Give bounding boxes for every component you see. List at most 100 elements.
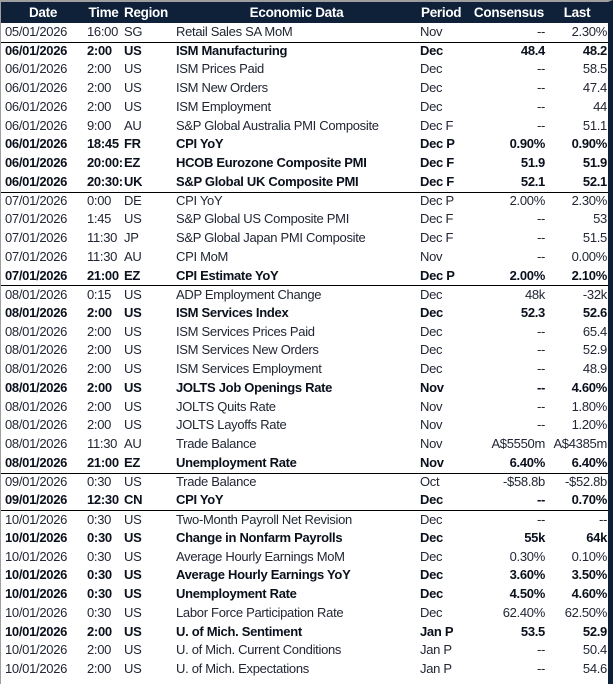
cell-period: Dec bbox=[420, 342, 443, 358]
cell-region: US bbox=[124, 98, 142, 114]
cell-time: 18:45 bbox=[87, 136, 119, 152]
cell-period: Jan P bbox=[420, 660, 452, 676]
cell-date: 09/01/2026 bbox=[5, 492, 68, 508]
table-row[interactable]: 10/01/2026 0:30 US Average Hourly Earnin… bbox=[1, 566, 608, 586]
table-row[interactable]: 06/01/2026 2:00 US ISM Manufacturing Dec… bbox=[1, 41, 608, 61]
table-row[interactable]: 06/01/2026 2:00 US ISM New Orders Dec --… bbox=[1, 79, 608, 98]
cell-consensus: 6.40% bbox=[509, 454, 546, 470]
table-row[interactable]: 08/01/2026 2:00 US ISM Services Prices P… bbox=[1, 322, 608, 342]
table-row[interactable]: 06/01/2026 2:00 US ISM Prices Paid Dec -… bbox=[1, 60, 608, 80]
cell-region: EZ bbox=[124, 155, 141, 171]
table-row[interactable]: 07/01/2026 1:45 US S&P Global US Composi… bbox=[1, 210, 608, 230]
table-row[interactable]: 06/01/2026 18:45 FR CPI YoY Dec P 0.90% … bbox=[1, 135, 608, 155]
cell-last: -32k bbox=[582, 286, 607, 302]
table-row[interactable]: 10/01/2026 2:00 US U. of Mich. Current C… bbox=[1, 641, 608, 660]
cell-time: 2:00 bbox=[87, 43, 112, 59]
cell-last: 52.6 bbox=[582, 305, 607, 321]
table-row[interactable]: 06/01/2026 9:00 AU S&P Global Australia … bbox=[1, 116, 608, 136]
cell-date: 08/01/2026 bbox=[5, 379, 68, 395]
table-row[interactable]: 08/01/2026 2:00 US ISM Services Index De… bbox=[1, 304, 608, 323]
table-row[interactable]: 10/01/2026 0:30 US Two-Month Payroll Net… bbox=[1, 510, 608, 529]
cell-period: Dec bbox=[420, 511, 443, 527]
cell-period: Dec F bbox=[420, 230, 454, 246]
cell-date: 06/01/2026 bbox=[5, 155, 68, 171]
cell-consensus: 2.00% bbox=[509, 193, 546, 209]
cell-last: 0.00% bbox=[571, 248, 608, 264]
cell-consensus: 0.90% bbox=[509, 136, 546, 152]
cell-last: 62.50% bbox=[564, 604, 608, 620]
table-row[interactable]: 08/01/2026 2:00 US JOLTS Quits Rate Nov … bbox=[1, 397, 608, 417]
cell-last: -- bbox=[598, 511, 607, 527]
table-row[interactable]: 06/01/2026 20:00:00 EZ HCOB Eurozone Com… bbox=[1, 154, 608, 173]
table-row[interactable]: 07/01/2026 21:00 EZ CPI Estimate YoY Dec… bbox=[1, 266, 608, 286]
table-row[interactable]: 07/01/2026 11:30 AU CPI MoM Nov -- 0.00% bbox=[1, 247, 608, 267]
table-row[interactable]: 06/01/2026 20:30:00 UK S&P Global UK Com… bbox=[1, 172, 608, 192]
table-row[interactable]: 06/01/2026 2:00 US ISM Employment Dec --… bbox=[1, 97, 608, 117]
cell-economic-data: Average Hourly Earnings MoM bbox=[176, 548, 345, 564]
cell-consensus: -- bbox=[536, 80, 545, 96]
table-row[interactable]: 05/01/2026 16:00 SG Retail Sales SA MoM … bbox=[1, 23, 608, 42]
cell-time: 2:00 bbox=[87, 80, 112, 96]
cell-date: 07/01/2026 bbox=[5, 193, 68, 209]
cell-period: Dec bbox=[420, 305, 443, 321]
table-row[interactable]: 07/01/2026 11:30 JP S&P Global Japan PMI… bbox=[1, 229, 608, 248]
cell-region: US bbox=[124, 623, 142, 639]
cell-consensus: -- bbox=[536, 323, 545, 339]
cell-region: US bbox=[124, 567, 142, 583]
table-row[interactable]: 08/01/2026 0:15 US ADP Employment Change… bbox=[1, 285, 608, 305]
cell-region: AU bbox=[124, 248, 142, 264]
header-cell-period: Period bbox=[421, 5, 462, 20]
cell-last: 0.90% bbox=[571, 136, 608, 152]
table-row[interactable]: 10/01/2026 0:30 US Unemployment Rate Dec… bbox=[1, 585, 608, 604]
cell-date: 10/01/2026 bbox=[5, 548, 68, 564]
cell-last: A$4385m bbox=[553, 436, 607, 452]
table-row[interactable]: 10/01/2026 0:30 US Average Hourly Earnin… bbox=[1, 547, 608, 567]
cell-time: 9:00 bbox=[87, 117, 112, 133]
table-row[interactable]: 08/01/2026 11:30 AU Trade Balance Nov A$… bbox=[1, 435, 608, 454]
cell-period: Nov bbox=[420, 379, 444, 395]
cell-date: 06/01/2026 bbox=[5, 117, 68, 133]
cell-date: 10/01/2026 bbox=[5, 511, 68, 527]
table-row[interactable]: 08/01/2026 2:00 US ISM Services Employme… bbox=[1, 360, 608, 379]
table-body: 05/01/2026 16:00 SG Retail Sales SA MoM … bbox=[1, 23, 608, 679]
cell-date: 08/01/2026 bbox=[5, 361, 68, 377]
cell-economic-data: Trade Balance bbox=[176, 474, 257, 490]
table-row[interactable]: 08/01/2026 21:00 EZ Unemployment Rate No… bbox=[1, 453, 608, 473]
cell-time: 2:00 bbox=[87, 342, 112, 358]
table-row[interactable]: 10/01/2026 0:30 US Labor Force Participa… bbox=[1, 603, 608, 623]
cell-period: Nov bbox=[420, 248, 443, 264]
cell-date: 10/01/2026 bbox=[5, 660, 68, 676]
table-row[interactable]: 08/01/2026 2:00 US ISM Services New Orde… bbox=[1, 341, 608, 361]
table-row[interactable]: 09/01/2026 0:30 US Trade Balance Oct -$5… bbox=[1, 472, 608, 492]
cell-economic-data: ISM Services Index bbox=[176, 305, 289, 321]
cell-region: AU bbox=[124, 117, 142, 133]
cell-last: 54.6 bbox=[582, 660, 607, 676]
cell-last: 52.1 bbox=[582, 173, 607, 189]
table-row[interactable]: 08/01/2026 2:00 US JOLTS Layoffs Rate No… bbox=[1, 416, 608, 436]
cell-time: 2:00 bbox=[87, 98, 112, 114]
table-row[interactable]: 10/01/2026 2:00 US U. of Mich. Expectati… bbox=[1, 659, 608, 679]
table-row[interactable]: 10/01/2026 2:00 US U. of Mich. Sentiment… bbox=[1, 622, 608, 642]
cell-region: EZ bbox=[124, 454, 141, 470]
cell-time: 0:15 bbox=[87, 286, 112, 302]
cell-last: 2.30% bbox=[571, 24, 608, 39]
cell-date: 06/01/2026 bbox=[5, 43, 68, 59]
cell-economic-data: ADP Employment Change bbox=[176, 286, 322, 302]
cell-time: 0:30 bbox=[87, 586, 112, 602]
cell-time: 2:00 bbox=[87, 305, 112, 321]
cell-region: UK bbox=[124, 173, 143, 189]
cell-region: DE bbox=[124, 193, 142, 209]
cell-date: 10/01/2026 bbox=[5, 586, 68, 602]
cell-last: 48.9 bbox=[582, 361, 607, 377]
header-cell-date: Date bbox=[28, 5, 58, 20]
cell-period: Dec F bbox=[420, 117, 454, 133]
table-row[interactable]: 08/01/2026 2:00 US JOLTS Job Openings Ra… bbox=[1, 378, 608, 398]
table-row[interactable]: 07/01/2026 0:00 DE CPI YoY Dec P 2.00% 2… bbox=[1, 191, 608, 211]
table-row[interactable]: 09/01/2026 12:30 CN CPI YoY Dec -- 0.70% bbox=[1, 491, 608, 511]
cell-date: 06/01/2026 bbox=[5, 98, 68, 114]
cell-date: 10/01/2026 bbox=[5, 623, 68, 639]
cell-time: 0:00 bbox=[87, 193, 112, 209]
cell-region: US bbox=[124, 305, 142, 321]
cell-time: 21:00 bbox=[87, 267, 119, 283]
table-row[interactable]: 10/01/2026 0:30 US Change in Nonfarm Pay… bbox=[1, 528, 608, 548]
